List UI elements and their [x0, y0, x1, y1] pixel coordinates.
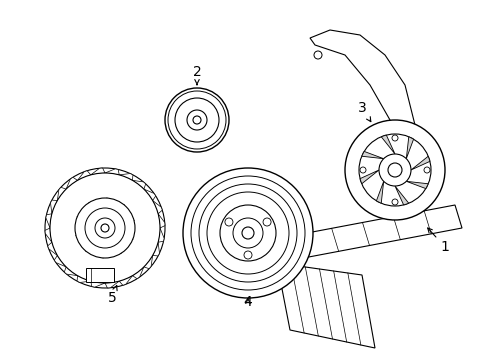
Polygon shape — [132, 267, 143, 279]
Polygon shape — [406, 181, 427, 189]
Circle shape — [168, 91, 225, 149]
Polygon shape — [381, 135, 394, 154]
Polygon shape — [66, 177, 77, 189]
Polygon shape — [361, 152, 383, 159]
Polygon shape — [64, 267, 77, 276]
Text: 5: 5 — [107, 285, 117, 305]
Polygon shape — [91, 168, 105, 175]
Circle shape — [391, 199, 397, 205]
Polygon shape — [105, 169, 119, 175]
Circle shape — [405, 144, 413, 152]
Polygon shape — [50, 200, 57, 214]
Polygon shape — [45, 228, 52, 242]
Circle shape — [199, 184, 296, 282]
Text: 2: 2 — [192, 65, 201, 85]
Polygon shape — [143, 189, 155, 201]
Text: 1: 1 — [427, 228, 448, 254]
Circle shape — [183, 168, 312, 298]
Bar — [86, 268, 114, 282]
Polygon shape — [54, 256, 66, 267]
Polygon shape — [376, 181, 383, 203]
Circle shape — [75, 198, 135, 258]
Circle shape — [358, 134, 430, 206]
Text: 4: 4 — [243, 295, 252, 309]
Polygon shape — [406, 137, 413, 159]
Circle shape — [164, 88, 228, 152]
Circle shape — [244, 251, 251, 259]
Circle shape — [378, 154, 410, 186]
Circle shape — [101, 224, 109, 232]
Text: 3: 3 — [357, 101, 370, 122]
Polygon shape — [57, 187, 66, 201]
Circle shape — [313, 51, 321, 59]
Circle shape — [263, 218, 270, 226]
Polygon shape — [269, 205, 461, 263]
Circle shape — [206, 192, 288, 274]
Circle shape — [186, 110, 206, 130]
Polygon shape — [46, 214, 52, 228]
Polygon shape — [309, 30, 417, 160]
Circle shape — [193, 116, 201, 124]
Circle shape — [242, 227, 253, 239]
Polygon shape — [152, 201, 162, 214]
Polygon shape — [359, 170, 378, 184]
Circle shape — [95, 218, 115, 238]
Polygon shape — [132, 180, 145, 189]
Circle shape — [175, 98, 219, 142]
Polygon shape — [158, 228, 164, 242]
Polygon shape — [77, 171, 91, 180]
Circle shape — [387, 163, 401, 177]
Circle shape — [359, 167, 365, 173]
Polygon shape — [91, 281, 105, 287]
Circle shape — [85, 208, 125, 248]
Polygon shape — [119, 174, 133, 180]
Polygon shape — [77, 276, 91, 283]
Polygon shape — [158, 214, 164, 228]
Circle shape — [50, 173, 160, 283]
Polygon shape — [119, 276, 132, 285]
Circle shape — [220, 205, 275, 261]
Polygon shape — [152, 242, 159, 256]
Circle shape — [191, 176, 305, 290]
Circle shape — [345, 120, 444, 220]
Circle shape — [232, 218, 263, 248]
Circle shape — [45, 168, 164, 288]
Polygon shape — [410, 156, 429, 170]
Polygon shape — [48, 242, 57, 256]
Circle shape — [391, 135, 397, 141]
Circle shape — [224, 218, 232, 226]
Polygon shape — [276, 263, 374, 348]
Circle shape — [423, 167, 429, 173]
Polygon shape — [394, 186, 408, 205]
Polygon shape — [143, 256, 152, 269]
Polygon shape — [105, 281, 119, 288]
